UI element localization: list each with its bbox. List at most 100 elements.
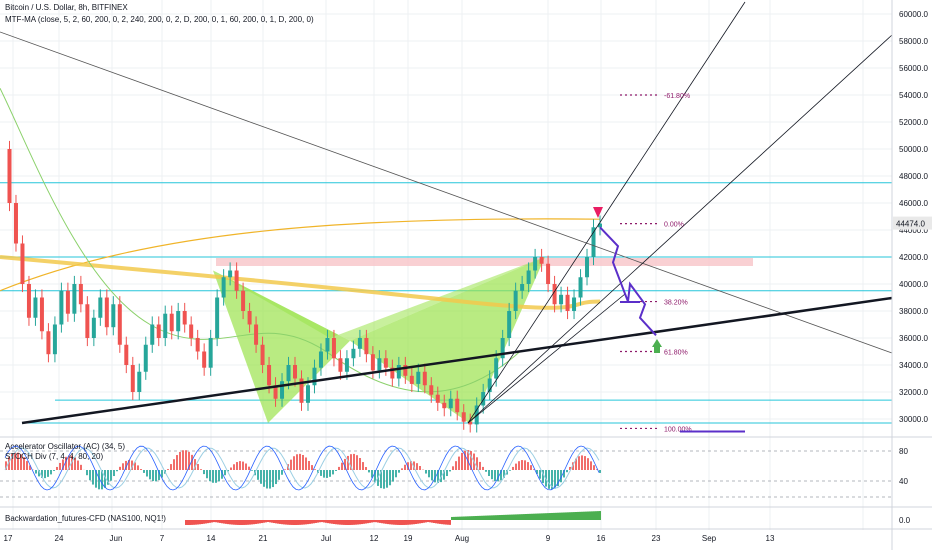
backwardation-bar bbox=[457, 516, 459, 520]
stoch-k-line bbox=[4, 445, 600, 491]
ac-bar bbox=[344, 458, 346, 470]
price-tick-label: 58000.0 bbox=[899, 37, 928, 46]
backwardation-bar bbox=[373, 520, 375, 523]
trend-lines bbox=[0, 1, 893, 425]
ac-bar bbox=[194, 459, 196, 470]
backwardation-bar bbox=[555, 512, 557, 520]
backwardation-bar bbox=[527, 513, 529, 520]
candle-body bbox=[33, 297, 38, 318]
backwardation-bar bbox=[227, 520, 229, 525]
support-resistance-levels bbox=[0, 182, 892, 424]
ac-bar bbox=[257, 470, 259, 480]
backwardation-bar bbox=[323, 520, 325, 523]
fib-level-label: 38.20% bbox=[664, 300, 688, 307]
candle-body bbox=[91, 317, 96, 338]
backwardation-bar bbox=[347, 520, 349, 525]
ac-bar bbox=[233, 464, 235, 470]
ac-bar bbox=[461, 452, 463, 470]
backwardation-bar bbox=[273, 520, 275, 524]
ac-bar bbox=[92, 470, 94, 485]
ac-bar bbox=[512, 466, 514, 470]
time-tick-label: 21 bbox=[259, 534, 268, 543]
candle-body bbox=[208, 338, 213, 368]
backwardation-bar bbox=[363, 520, 365, 524]
backwardation-bar bbox=[287, 520, 289, 525]
bw-tick-label: 0.0 bbox=[899, 516, 911, 525]
backwardation-bar bbox=[511, 514, 513, 520]
candle-body bbox=[455, 398, 460, 413]
harmonic-leg-bcd bbox=[350, 257, 545, 425]
ac-bar bbox=[323, 470, 325, 478]
sell-arrow-marker bbox=[593, 207, 603, 218]
backwardation-bar bbox=[483, 515, 485, 520]
candle-body bbox=[325, 338, 330, 352]
backwardation-bar bbox=[539, 513, 541, 520]
time-tick-label: 14 bbox=[207, 534, 216, 543]
time-tick-label: 13 bbox=[766, 534, 775, 543]
backwardation-bar bbox=[545, 513, 547, 520]
backwardation-bar bbox=[263, 520, 265, 523]
backwardation-bar bbox=[253, 520, 255, 525]
price-tick-label: 60000.0 bbox=[899, 10, 928, 19]
backwardation-bar bbox=[433, 520, 435, 523]
ac-bar bbox=[353, 453, 355, 470]
backwardation-bar bbox=[231, 520, 233, 525]
candle-body bbox=[318, 351, 323, 368]
candle-body bbox=[487, 378, 492, 392]
ac-bar bbox=[59, 462, 61, 470]
ac-bar bbox=[260, 470, 262, 484]
ac-bar bbox=[86, 470, 88, 476]
backwardation-bar bbox=[585, 511, 587, 520]
backwardation-bar bbox=[427, 520, 429, 523]
ac-bar bbox=[482, 466, 484, 470]
price-tick-label: 56000.0 bbox=[899, 64, 928, 73]
ac-indicator-label: Accelerator Oscillator (AC) (34, 5) bbox=[5, 442, 126, 451]
backwardation-bar bbox=[193, 520, 195, 525]
backwardation-bar bbox=[497, 515, 499, 520]
backwardation-bar bbox=[573, 512, 575, 520]
backwardation-bar bbox=[509, 514, 511, 520]
ac-bar bbox=[41, 470, 43, 478]
backwardation-bar bbox=[371, 520, 373, 523]
backwardation-bar bbox=[375, 520, 377, 523]
backwardation-bar bbox=[491, 515, 493, 520]
price-tick-label: 32000.0 bbox=[899, 388, 928, 397]
ac-bar bbox=[452, 466, 454, 470]
backwardation-bar bbox=[553, 512, 555, 520]
ac-bar bbox=[221, 470, 223, 479]
backwardation-bar bbox=[403, 520, 405, 525]
ac-bar bbox=[434, 470, 436, 483]
backwardation-bar bbox=[213, 520, 215, 523]
time-tick-label: Aug bbox=[455, 534, 469, 543]
backwardation-bar bbox=[583, 511, 585, 520]
backwardation-bar bbox=[229, 520, 231, 525]
backwardation-bar bbox=[223, 520, 225, 524]
ac-bar bbox=[167, 469, 169, 470]
backwardation-bar bbox=[425, 520, 427, 523]
candle-body bbox=[267, 365, 272, 386]
backwardation-bar bbox=[299, 520, 301, 525]
candle-body bbox=[163, 313, 168, 338]
backwardation-bar bbox=[431, 520, 433, 523]
candle-body bbox=[130, 365, 135, 392]
candle-body bbox=[578, 277, 583, 298]
candle-body bbox=[377, 358, 382, 371]
backwardation-bar bbox=[595, 511, 597, 520]
backwardation-bar bbox=[485, 515, 487, 520]
osc-tick-label: 80 bbox=[899, 447, 908, 456]
ac-bar bbox=[332, 470, 334, 475]
candle-body bbox=[435, 394, 440, 403]
ac-bar bbox=[542, 470, 544, 484]
ac-bar bbox=[455, 461, 457, 470]
backwardation-bar bbox=[565, 512, 567, 520]
backwardation-bar bbox=[261, 520, 263, 524]
candle-body bbox=[202, 351, 207, 368]
price-tick-label: 54000.0 bbox=[899, 91, 928, 100]
backwardation-bar bbox=[445, 520, 447, 525]
backwardation-bar bbox=[481, 515, 483, 520]
backwardation-bar bbox=[379, 520, 381, 523]
ac-bar bbox=[230, 467, 232, 470]
backwardation-bar bbox=[191, 520, 193, 525]
backwardation-bar bbox=[217, 520, 219, 523]
